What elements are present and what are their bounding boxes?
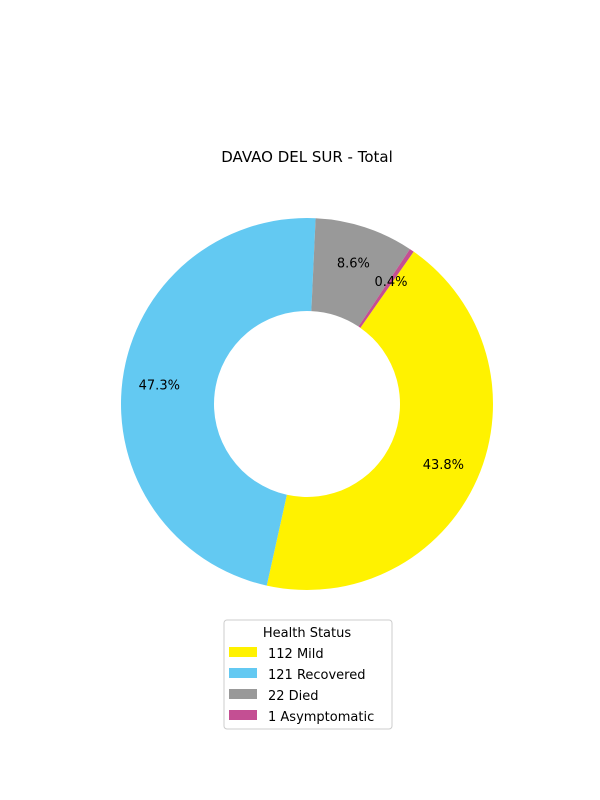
legend-swatch-recovered: [229, 668, 257, 678]
donut-slices: [120, 218, 493, 590]
slice-mild: [266, 251, 493, 590]
percent-label-recovered: 47.3%: [139, 378, 180, 393]
legend-title: Health Status: [263, 626, 351, 641]
legend-swatch-asymptomatic: [229, 710, 257, 720]
legend-swatch-mild: [229, 647, 257, 657]
legend-entries: 112 Mild 121 Recovered 22 Died 1 Asymptomat…: [229, 647, 374, 725]
slice-died: [311, 218, 410, 327]
legend-label-recovered: 121 Recovered: [268, 668, 366, 683]
legend: Health Status 112 Mild 121 Recovered 22 Di…: [223, 619, 393, 730]
legend-label-died: 22 Died: [268, 689, 319, 704]
chart-title: DAVAO DEL SUR - Total: [221, 148, 393, 166]
percent-label-died: 8.6%: [337, 256, 370, 271]
percent-label-mild: 43.8%: [423, 458, 464, 473]
slice-asymptomatic: [358, 249, 414, 328]
legend-frame: [223, 619, 393, 730]
percent-label-asymptomatic: 0.4%: [374, 275, 407, 290]
percent-labels: 43.8% 47.3% 8.6% 0.4%: [139, 256, 464, 473]
legend-label-mild: 112 Mild: [268, 647, 324, 662]
legend-swatch-died: [229, 689, 257, 699]
slice-recovered: [120, 218, 316, 586]
legend-label-asymptomatic: 1 Asymptomatic: [268, 710, 374, 725]
